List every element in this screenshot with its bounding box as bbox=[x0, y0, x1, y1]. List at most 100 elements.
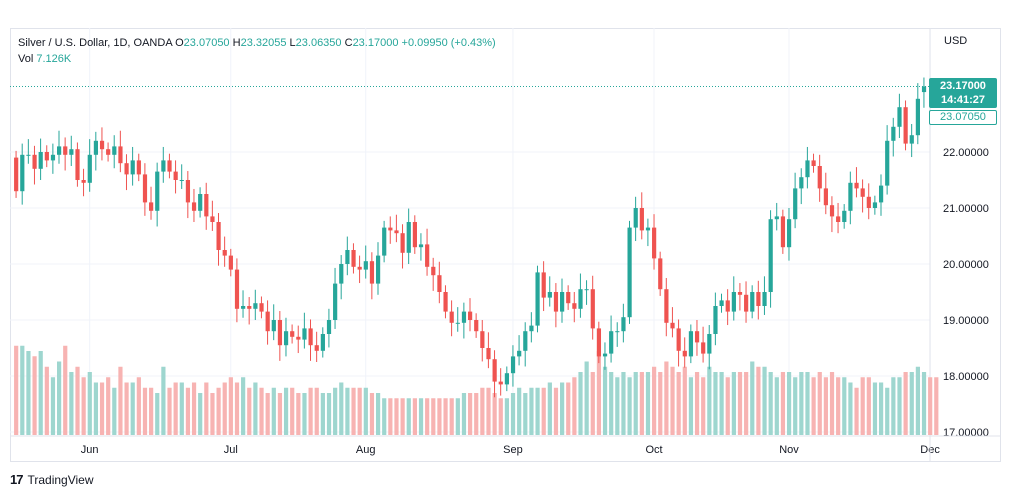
candle-body bbox=[799, 177, 804, 189]
symbol-title[interactable]: Silver / U.S. Dollar, 1D, OANDA bbox=[18, 37, 173, 49]
candle-body bbox=[57, 146, 62, 155]
candle-body bbox=[903, 107, 908, 144]
volume-bar bbox=[750, 361, 755, 435]
volume-bar bbox=[866, 377, 871, 435]
candle-body bbox=[167, 160, 172, 172]
candle-body bbox=[909, 135, 914, 144]
volume-bar bbox=[854, 387, 859, 435]
candle-body bbox=[93, 140, 99, 155]
candle-body bbox=[535, 272, 540, 326]
change-value: +0.09950 (+0.43%) bbox=[401, 37, 496, 49]
candle-body bbox=[596, 328, 602, 357]
candle-body bbox=[81, 180, 86, 183]
volume-bar bbox=[891, 377, 896, 435]
candle-body bbox=[425, 244, 430, 267]
volume-bar bbox=[645, 372, 651, 435]
volume-line: Vol 7.126K bbox=[18, 51, 496, 67]
candle-body bbox=[161, 160, 166, 172]
candle-body bbox=[247, 306, 252, 309]
candle-body bbox=[885, 140, 890, 186]
candle-body bbox=[805, 160, 810, 178]
candle-body bbox=[20, 154, 25, 192]
candle-body bbox=[817, 166, 822, 189]
volume-bar bbox=[93, 382, 99, 435]
volume-bar bbox=[928, 377, 933, 435]
candle-body bbox=[290, 331, 295, 337]
y-tick-label: 19.00000 bbox=[943, 315, 989, 327]
x-tick-label: Jul bbox=[224, 444, 238, 456]
volume-bar bbox=[829, 372, 835, 435]
volume-bar bbox=[326, 393, 332, 435]
volume-bar bbox=[707, 366, 712, 435]
volume-bar bbox=[339, 382, 344, 435]
candle-body bbox=[897, 107, 902, 127]
x-tick-label: Sep bbox=[503, 444, 523, 456]
volume-bar bbox=[602, 366, 608, 435]
volume-bar bbox=[566, 382, 571, 435]
volume-bar bbox=[357, 387, 362, 435]
volume-bar bbox=[155, 393, 160, 435]
volume-bar bbox=[228, 377, 233, 435]
candle-body bbox=[210, 216, 215, 222]
candle-body bbox=[333, 283, 338, 320]
volume-bar bbox=[302, 393, 307, 435]
volume-bar bbox=[63, 345, 68, 435]
volume-bar bbox=[780, 372, 786, 435]
volume-bar bbox=[688, 377, 694, 435]
tradingview-logo[interactable]: 17 TradingView bbox=[10, 472, 94, 487]
volume-bar bbox=[14, 345, 19, 435]
volume-bar bbox=[32, 356, 37, 435]
volume-bar bbox=[903, 372, 908, 435]
candle-body bbox=[173, 171, 178, 180]
candle-body bbox=[449, 311, 454, 323]
y-tick-label: 20.00000 bbox=[943, 259, 989, 271]
candle-body bbox=[553, 292, 559, 312]
candle-body bbox=[320, 334, 325, 351]
candle-body bbox=[523, 331, 528, 351]
volume-bar bbox=[185, 387, 191, 435]
candle-body bbox=[768, 219, 773, 292]
volume-bar bbox=[725, 377, 730, 435]
volume-bar bbox=[26, 351, 31, 435]
volume-bar bbox=[584, 361, 589, 435]
volume-bar bbox=[842, 377, 847, 435]
volume-bar bbox=[314, 387, 319, 435]
candle-body bbox=[609, 331, 614, 354]
candle-body bbox=[823, 188, 828, 206]
candle-body bbox=[26, 154, 31, 156]
ohlc-line: Silver / U.S. Dollar, 1D, OANDA O23.0705… bbox=[18, 35, 496, 51]
candle-body bbox=[578, 289, 583, 309]
candle-body bbox=[756, 292, 761, 306]
candle-body bbox=[713, 306, 718, 334]
volume-bar bbox=[523, 393, 528, 435]
volume-bar bbox=[799, 372, 804, 435]
volume-bar bbox=[664, 361, 669, 435]
candle-body bbox=[241, 306, 246, 309]
volume-bar bbox=[216, 387, 221, 435]
candle-body bbox=[602, 353, 608, 357]
volume-bar bbox=[412, 398, 417, 435]
candle-body bbox=[639, 208, 644, 231]
candle-body bbox=[406, 222, 411, 253]
volume-bar bbox=[793, 377, 798, 435]
volume-bar bbox=[823, 377, 828, 435]
bar-countdown: 14:41:27 bbox=[940, 94, 986, 107]
volume-bar bbox=[136, 377, 141, 435]
volume-bar bbox=[118, 366, 123, 435]
candle-body bbox=[793, 188, 798, 220]
candle-body bbox=[412, 222, 417, 248]
candle-body bbox=[142, 174, 148, 203]
currency-label[interactable]: USD bbox=[944, 35, 968, 47]
volume-bar bbox=[492, 393, 497, 435]
candle-body bbox=[302, 328, 307, 340]
volume-bar bbox=[345, 387, 350, 435]
candle-body bbox=[357, 266, 362, 270]
volume-bar bbox=[547, 382, 552, 435]
candle-body bbox=[627, 227, 632, 318]
open-label: O bbox=[175, 37, 184, 49]
candle-body bbox=[854, 182, 859, 189]
candle-body bbox=[216, 222, 221, 250]
volume-bar bbox=[394, 398, 399, 435]
volume-label[interactable]: Vol bbox=[18, 53, 34, 65]
